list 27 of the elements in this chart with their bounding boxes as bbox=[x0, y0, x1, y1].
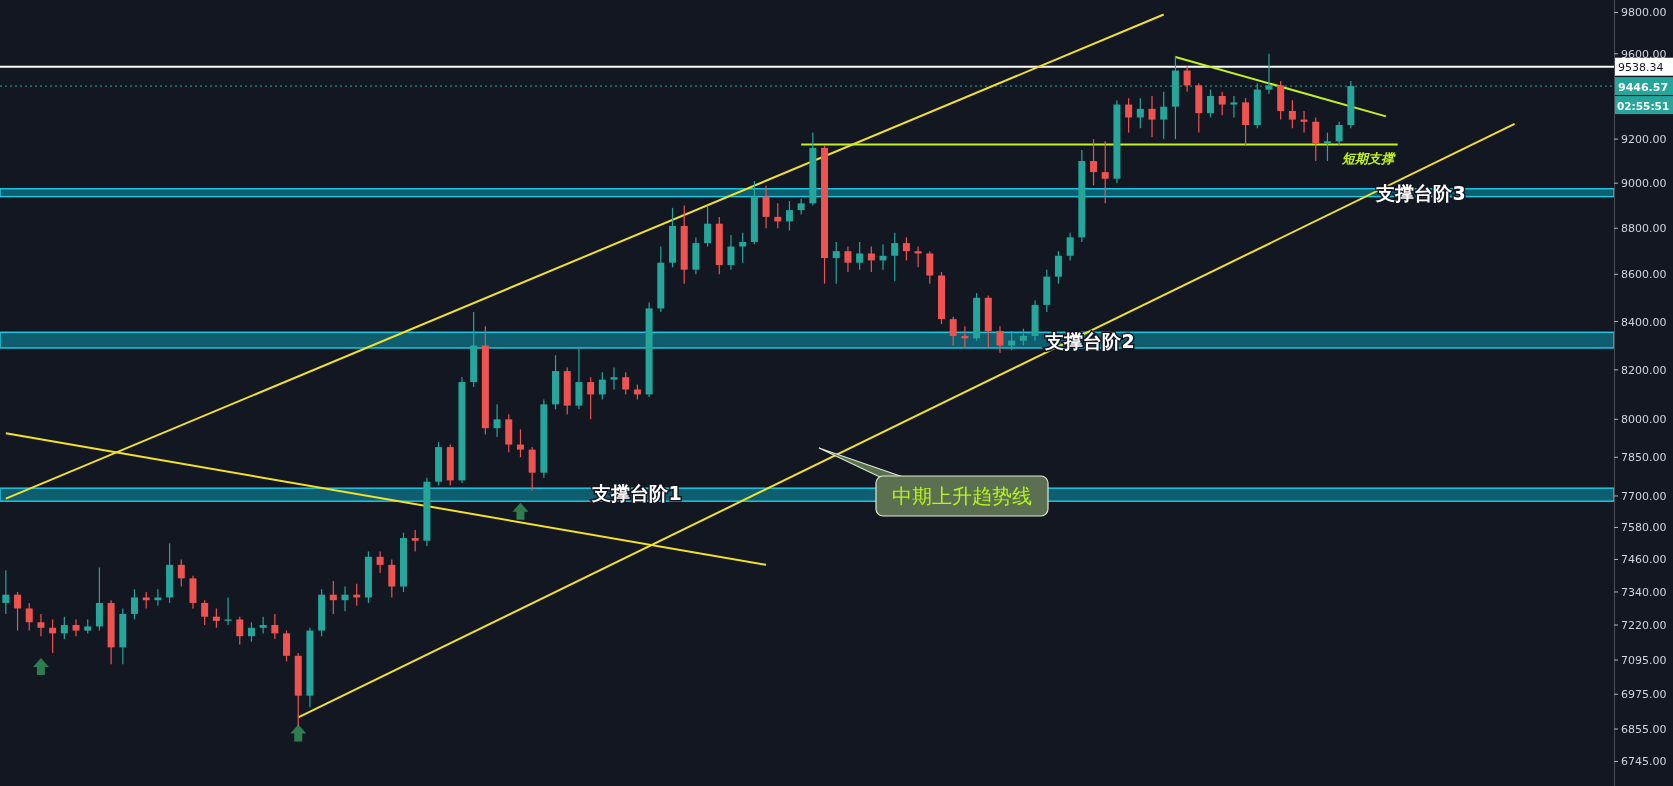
y-tick-label: 7460.00 bbox=[1621, 553, 1667, 567]
y-tick-label: 6745.00 bbox=[1621, 755, 1667, 769]
y-tick-label: 8000.00 bbox=[1621, 413, 1667, 427]
annotation: 中期上升趋势线 bbox=[892, 484, 1032, 508]
text: 02:55:51 bbox=[1617, 99, 1670, 112]
y-tick-label: 6975.00 bbox=[1621, 688, 1667, 702]
y-tick-label: 8800.00 bbox=[1621, 222, 1667, 236]
y-tick-label: 7580.00 bbox=[1621, 521, 1667, 535]
ref-line-label: 9446.57 bbox=[1618, 80, 1669, 94]
annotation: 支撑台阶3 bbox=[1375, 182, 1466, 204]
y-tick-label: 9000.00 bbox=[1621, 177, 1667, 191]
y-tick-label: 7850.00 bbox=[1621, 451, 1667, 465]
y-tick-label: 7340.00 bbox=[1621, 585, 1667, 599]
annotation: 支撑台阶1 bbox=[591, 482, 682, 504]
y-tick-label: 8400.00 bbox=[1621, 315, 1667, 329]
y-tick-label: 8600.00 bbox=[1621, 268, 1667, 282]
y-tick-label: 8200.00 bbox=[1621, 363, 1667, 377]
y-tick-label: 7220.00 bbox=[1621, 619, 1667, 633]
y-tick-label: 9200.00 bbox=[1621, 133, 1667, 147]
y-tick-label: 6855.00 bbox=[1621, 723, 1667, 737]
y-tick-label: 9600.00 bbox=[1621, 47, 1667, 61]
ref-line-label: 9538.34 bbox=[1618, 61, 1664, 75]
callout: 中期上升趋势线 bbox=[818, 447, 1049, 517]
y-tick-label: 9800.00 bbox=[1621, 6, 1667, 20]
series-label: 短期支撑 bbox=[1340, 150, 1396, 166]
y-tick-label: 7095.00 bbox=[1621, 654, 1667, 668]
y-tick-label: 7700.00 bbox=[1621, 489, 1667, 503]
